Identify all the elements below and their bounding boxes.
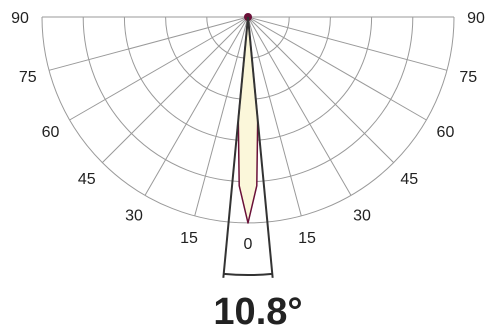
grid-spoke bbox=[247, 16, 352, 196]
tick-label-right: 75 bbox=[459, 69, 477, 86]
tick-label-left: 60 bbox=[42, 124, 60, 141]
tick-label-left: 45 bbox=[78, 171, 96, 188]
tick-label-left: 75 bbox=[19, 69, 37, 86]
tick-label-left: 30 bbox=[125, 207, 143, 224]
grid-spoke bbox=[247, 16, 448, 71]
tick-label-left: 15 bbox=[180, 230, 198, 247]
tick-label-right: 60 bbox=[437, 124, 455, 141]
beam-angle-label: 10.8° bbox=[213, 291, 302, 329]
beam-pattern bbox=[237, 13, 259, 224]
tick-label-right: 15 bbox=[298, 230, 316, 247]
grid-spoke bbox=[144, 16, 249, 196]
beam-edge-left bbox=[222, 16, 249, 278]
beam-angle-arc bbox=[223, 272, 273, 277]
grid-spoke bbox=[194, 16, 249, 217]
grid-spoke bbox=[69, 16, 249, 121]
tick-label-right: 90 bbox=[467, 10, 485, 27]
grid-spoke bbox=[101, 16, 249, 164]
grid-spoke bbox=[247, 16, 395, 164]
tick-label-right: 45 bbox=[400, 171, 418, 188]
grid-spoke bbox=[247, 16, 302, 217]
grid-spoke bbox=[247, 16, 427, 121]
grid-spoke bbox=[48, 16, 249, 71]
beam-angle-indicator bbox=[222, 16, 274, 278]
tick-label-center: 0 bbox=[244, 236, 253, 253]
angle-tick-labels: 90 90 75 75 60 60 45 45 30 30 15 15 0 bbox=[11, 10, 485, 253]
beam-edge-right bbox=[247, 16, 274, 278]
beam-lobe bbox=[237, 16, 259, 224]
tick-label-right: 30 bbox=[353, 207, 371, 224]
tick-label-left: 90 bbox=[11, 10, 29, 27]
